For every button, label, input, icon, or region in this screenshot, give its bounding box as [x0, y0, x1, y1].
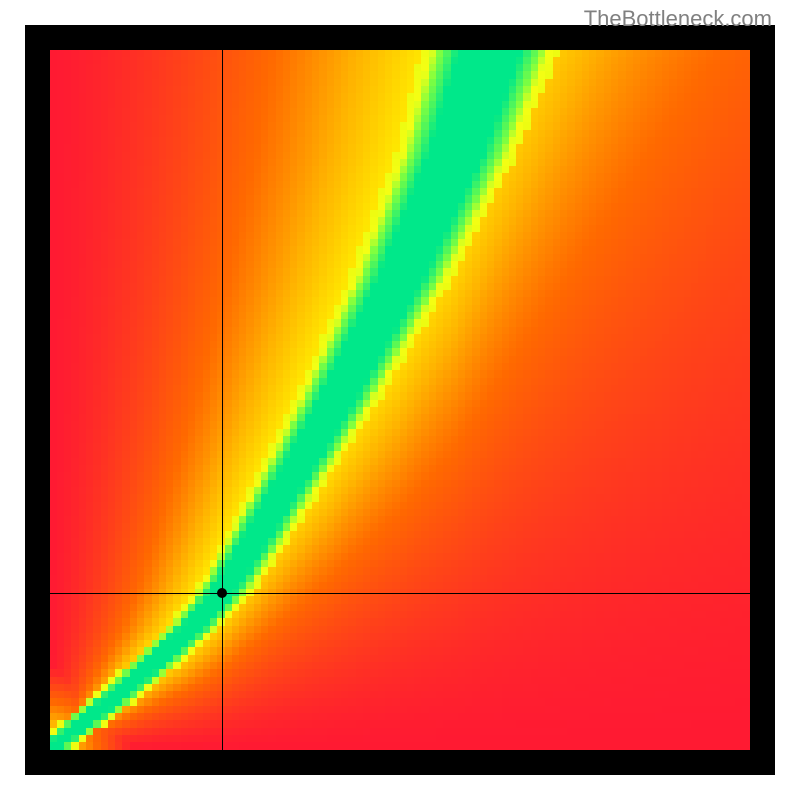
crosshair-horizontal	[50, 593, 750, 594]
watermark-text: TheBottleneck.com	[584, 6, 772, 32]
plot-outer-border	[25, 25, 775, 775]
bottleneck-heatmap	[50, 50, 750, 750]
selection-marker	[217, 588, 227, 598]
crosshair-vertical	[222, 50, 223, 750]
